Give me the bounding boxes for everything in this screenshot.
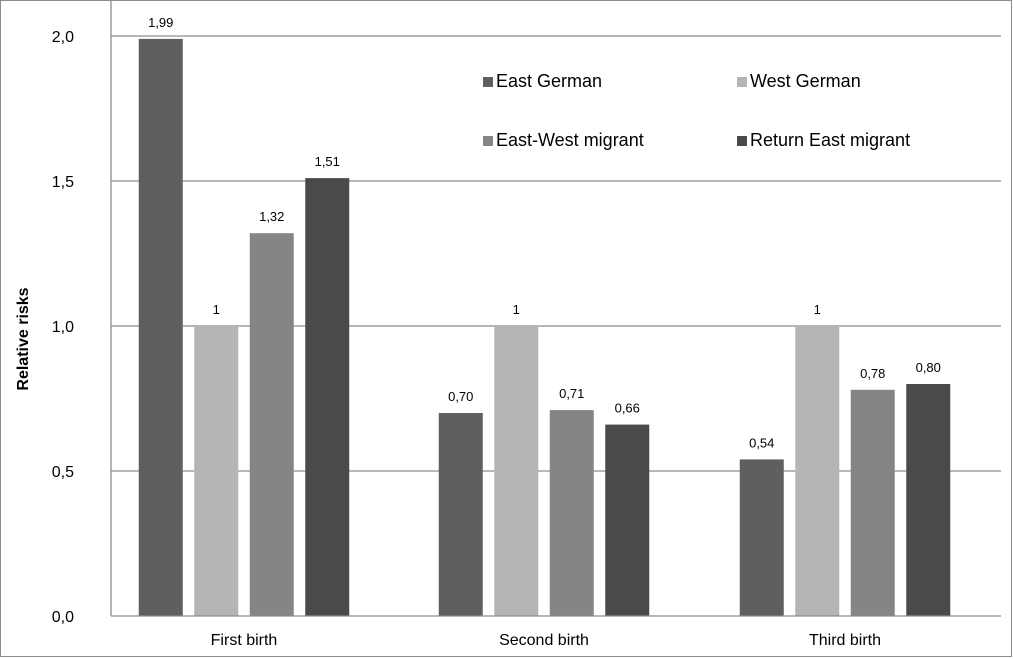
data-label: 1	[513, 302, 520, 317]
bar	[249, 233, 294, 616]
bar	[605, 424, 650, 616]
data-label: 1,99	[148, 15, 173, 30]
data-label: 1	[814, 302, 821, 317]
bar	[739, 459, 784, 616]
bar	[549, 410, 594, 616]
data-label: 1,32	[259, 209, 284, 224]
data-label: 0,70	[448, 389, 473, 404]
bar	[906, 384, 951, 616]
bar	[850, 389, 895, 616]
data-label: 1	[213, 302, 220, 317]
bar	[194, 326, 239, 616]
category-labels: First birth Second birth Third birth	[211, 632, 881, 649]
category-label: First birth	[211, 632, 278, 649]
y-tick-label: 0,5	[52, 464, 74, 481]
data-label: 0,80	[916, 360, 941, 375]
y-tick-label: 1,5	[52, 174, 74, 191]
y-tick-label: 2,0	[52, 29, 74, 46]
data-label: 0,78	[860, 366, 885, 381]
bar	[138, 38, 183, 616]
data-label: 0,71	[559, 386, 584, 401]
legend-label: East German	[496, 71, 602, 91]
data-label: 1,51	[315, 154, 340, 169]
bar	[305, 178, 350, 616]
legend-label: West German	[750, 71, 861, 91]
y-tick-label: 0,0	[52, 609, 74, 626]
data-labels: 1,99 1 1,32 1,51 0,70 1 0,71 0,66 0,54 1 0,78 0,80	[148, 15, 941, 450]
legend-label: Return East migrant	[750, 130, 910, 150]
category-label: Third birth	[809, 632, 881, 649]
legend-swatch	[483, 77, 493, 87]
bar	[438, 413, 483, 616]
bars	[138, 38, 951, 616]
category-label: Second birth	[499, 632, 589, 649]
y-tick-label: 1,0	[52, 319, 74, 336]
legend-swatch	[737, 136, 747, 146]
legend-swatch	[483, 136, 493, 146]
legend-label: East-West migrant	[496, 130, 644, 150]
bar	[795, 326, 840, 616]
y-axis-label: Relative risks	[15, 287, 32, 390]
y-tick-labels: 0,0 0,5 1,0 1,5 2,0	[52, 29, 74, 626]
legend: East German West German East-West migrant R…	[483, 71, 910, 150]
bar	[494, 326, 539, 616]
axes	[110, 1, 1001, 617]
data-label: 0,66	[615, 401, 640, 416]
legend-swatch	[737, 77, 747, 87]
data-label: 0,54	[749, 435, 774, 450]
